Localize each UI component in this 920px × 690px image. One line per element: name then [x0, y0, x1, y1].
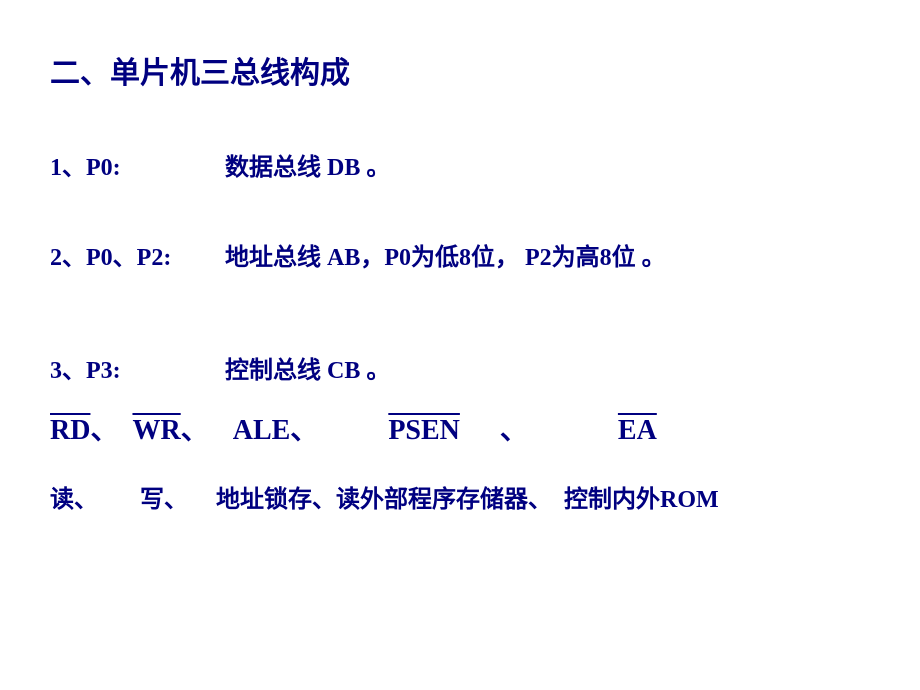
line-p3-ctrl: 3、P3:控制总线 CB 。 — [50, 350, 870, 385]
line1-label: 1、P0: — [50, 147, 225, 182]
desc-read: 读、 — [50, 487, 98, 513]
line1-desc: 数据总线 DB 。 — [225, 155, 390, 181]
line-p0-p2-addr: 2、P0、P2:地址总线 AB，P0为低8位， P2为高8位 。 — [50, 237, 870, 272]
signal-psen: PSEN — [388, 415, 460, 446]
sep: 、 — [181, 415, 209, 446]
desc-extrom: 读外部程序存储器、 — [336, 487, 552, 513]
signal-ale: ALE — [233, 415, 291, 446]
sep: 、 — [290, 415, 318, 446]
signal-wr: WR — [132, 415, 180, 446]
line3-desc: 控制总线 CB 。 — [225, 358, 390, 384]
desc-ctrlrom: 控制内外ROM — [564, 487, 719, 513]
desc-latch: 地址锁存、 — [216, 487, 336, 513]
signal-descriptions: 读、 写、 地址锁存、读外部程序存储器、 控制内外ROM — [50, 479, 870, 514]
control-signals: RD、WR、ALE、PSEN、EA — [50, 413, 870, 449]
sep: 、 — [500, 415, 528, 446]
line3-label: 3、P3: — [50, 350, 225, 385]
line2-desc: 地址总线 AB，P0为低8位， P2为高8位 。 — [225, 245, 666, 271]
section-title: 二、单片机三总线构成 — [50, 48, 870, 92]
line2-label: 2、P0、P2: — [50, 237, 225, 272]
sep: 、 — [90, 415, 118, 446]
line-p0-data: 1、P0:数据总线 DB 。 — [50, 147, 870, 182]
signal-ea: EA — [618, 415, 657, 446]
signal-rd: RD — [50, 415, 90, 446]
desc-write: 写、 — [140, 487, 188, 513]
